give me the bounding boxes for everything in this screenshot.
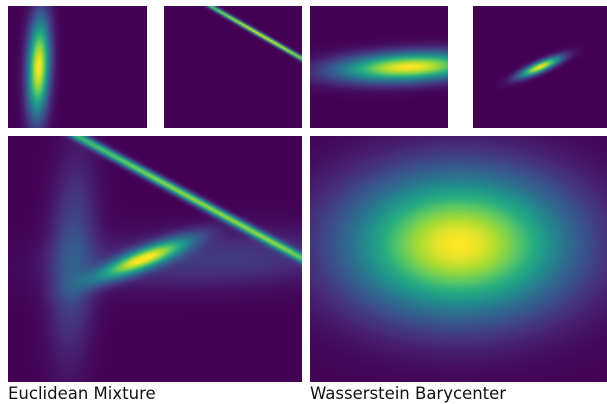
heatmap-panel-input-2 (164, 6, 302, 128)
heatmap-density-input-2 (164, 6, 302, 128)
heatmap-density-input-4 (473, 6, 607, 128)
caption-wasserstein-barycenter: Wasserstein Barycenter (310, 384, 507, 403)
heatmap-panel-input-4 (473, 6, 607, 128)
heatmap-panel-wasserstein-barycenter (310, 136, 607, 382)
heatmap-density-euclidean-mixture (8, 136, 302, 382)
heatmap-panel-input-3 (310, 6, 448, 128)
heatmap-panel-euclidean-mixture (8, 136, 302, 382)
heatmap-density-input-3 (310, 6, 448, 128)
heatmap-density-wasserstein-barycenter (310, 136, 607, 382)
heatmap-density-input-1 (8, 6, 147, 128)
heatmap-panel-input-1 (8, 6, 147, 128)
caption-euclidean-mixture: Euclidean Mixture (8, 384, 156, 403)
